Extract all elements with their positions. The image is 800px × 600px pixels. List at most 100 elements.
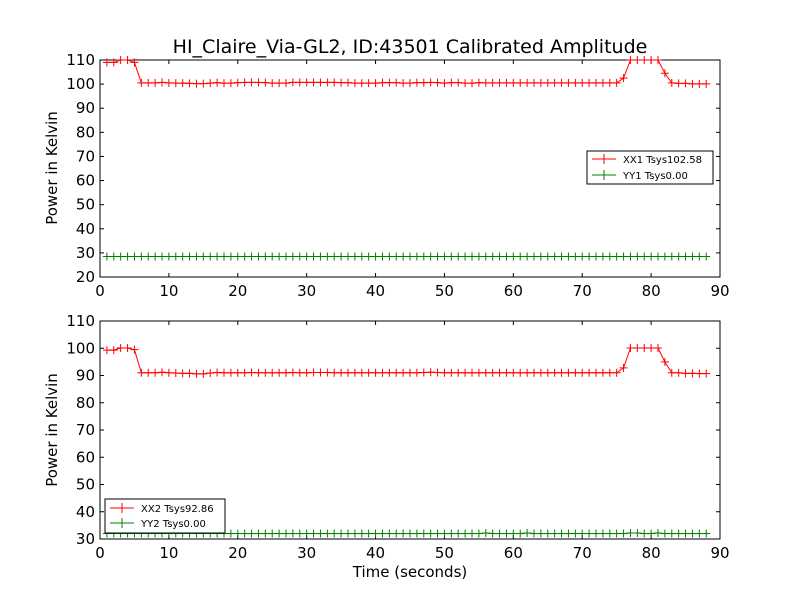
data-point bbox=[123, 252, 132, 261]
data-point bbox=[192, 79, 201, 88]
data-point bbox=[282, 79, 290, 88]
data-point bbox=[220, 79, 228, 88]
data-point bbox=[667, 529, 676, 538]
data-point bbox=[102, 346, 111, 355]
data-point bbox=[109, 252, 118, 261]
y-tick-label: 100 bbox=[66, 75, 95, 93]
bottom-plot: 0 10 20 30 40 50 60 70 80 90 30 40 50 60 70 80 90 100 110… bbox=[43, 312, 730, 581]
data-point bbox=[144, 252, 153, 261]
data-point bbox=[302, 78, 311, 87]
data-point bbox=[598, 78, 607, 87]
data-point bbox=[240, 368, 249, 377]
y-tick-label: 100 bbox=[66, 339, 95, 357]
data-point bbox=[440, 79, 449, 88]
data-point bbox=[316, 368, 325, 377]
data-point bbox=[275, 368, 284, 377]
data-point bbox=[344, 529, 352, 538]
data-point bbox=[550, 78, 559, 87]
data-point bbox=[654, 343, 662, 352]
data-point bbox=[268, 529, 277, 538]
data-point bbox=[433, 368, 442, 377]
y-tick-label: 30 bbox=[76, 244, 95, 262]
data-point bbox=[640, 252, 649, 261]
data-point bbox=[564, 368, 573, 377]
data-point bbox=[481, 252, 490, 261]
data-point bbox=[178, 369, 187, 378]
data-point bbox=[530, 529, 538, 538]
data-point bbox=[557, 368, 566, 377]
data-point bbox=[426, 368, 435, 377]
y-tick-label: 60 bbox=[76, 172, 95, 190]
x-tick-label: 10 bbox=[159, 282, 178, 300]
data-point bbox=[102, 58, 111, 67]
data-point bbox=[688, 529, 697, 538]
data-point bbox=[647, 343, 656, 352]
data-point bbox=[530, 368, 538, 377]
data-point bbox=[226, 529, 235, 538]
data-point bbox=[130, 345, 139, 354]
data-point bbox=[268, 252, 277, 261]
data-point bbox=[495, 252, 504, 261]
data-point bbox=[330, 252, 339, 261]
data-point bbox=[330, 529, 339, 538]
data-point bbox=[371, 529, 380, 538]
data-point bbox=[509, 252, 518, 261]
data-point bbox=[185, 252, 194, 261]
data-point bbox=[571, 78, 580, 87]
data-point bbox=[509, 78, 518, 87]
data-point bbox=[164, 252, 173, 261]
data-point bbox=[474, 368, 483, 377]
y-tick-label: 110 bbox=[66, 51, 95, 69]
data-point bbox=[371, 79, 380, 88]
data-point bbox=[419, 252, 428, 261]
y-tick-label: 50 bbox=[76, 476, 95, 494]
data-point bbox=[213, 368, 222, 377]
x-tick-label: 0 bbox=[95, 282, 105, 300]
top-y-ticks: 20 30 40 50 60 70 80 90 100 110 bbox=[66, 51, 720, 286]
data-point bbox=[571, 529, 580, 538]
data-point bbox=[536, 252, 545, 261]
data-point bbox=[385, 78, 394, 87]
x-tick-label: 40 bbox=[366, 544, 385, 562]
data-point bbox=[199, 369, 208, 378]
data-point bbox=[598, 368, 607, 377]
data-point bbox=[185, 79, 194, 88]
data-point bbox=[681, 369, 690, 378]
data-point bbox=[598, 252, 607, 261]
data-point bbox=[578, 78, 587, 87]
data-point bbox=[364, 79, 373, 88]
data-point bbox=[164, 78, 173, 87]
data-point bbox=[137, 78, 146, 87]
data-point bbox=[667, 78, 676, 87]
data-point bbox=[254, 78, 263, 87]
data-point bbox=[344, 368, 352, 377]
data-point bbox=[392, 78, 401, 87]
data-point bbox=[344, 252, 352, 261]
x-tick-label: 50 bbox=[435, 282, 454, 300]
data-point bbox=[578, 252, 587, 261]
data-point bbox=[164, 368, 173, 377]
data-point bbox=[585, 78, 594, 87]
data-point bbox=[364, 529, 373, 538]
data-point bbox=[337, 252, 346, 261]
data-point bbox=[158, 368, 166, 377]
data-point bbox=[516, 368, 525, 377]
data-point bbox=[171, 369, 180, 378]
data-point bbox=[654, 529, 662, 538]
data-point bbox=[488, 368, 497, 377]
data-point bbox=[399, 252, 408, 261]
bottom-x-axis-label: Time (seconds) bbox=[352, 563, 468, 581]
data-point bbox=[502, 252, 511, 261]
data-point bbox=[392, 368, 401, 377]
data-point bbox=[378, 78, 387, 87]
data-point bbox=[474, 252, 483, 261]
y-tick-label: 60 bbox=[76, 448, 95, 466]
data-point bbox=[275, 529, 284, 538]
data-point bbox=[633, 343, 642, 352]
data-point bbox=[695, 529, 704, 538]
data-point bbox=[550, 252, 559, 261]
data-point bbox=[640, 529, 649, 538]
data-point bbox=[364, 368, 373, 377]
data-point bbox=[474, 78, 483, 87]
data-point bbox=[674, 79, 683, 88]
